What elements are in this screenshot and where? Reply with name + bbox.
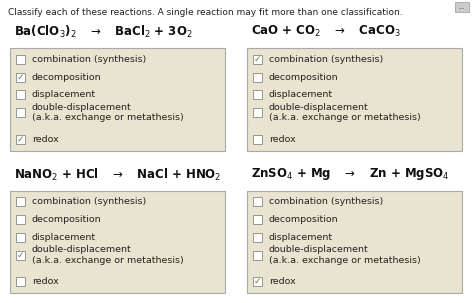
Text: ✓: ✓ xyxy=(254,277,261,286)
Text: double-displacement
(a.k.a. exchange or metathesis): double-displacement (a.k.a. exchange or … xyxy=(32,245,184,265)
Bar xyxy=(253,277,262,286)
Bar xyxy=(16,72,25,82)
Bar xyxy=(253,215,262,224)
Bar xyxy=(16,215,25,224)
Text: Classify each of these reactions. A single reaction may fit more than one classi: Classify each of these reactions. A sing… xyxy=(8,8,402,17)
Bar xyxy=(253,90,262,99)
Bar xyxy=(253,233,262,242)
Text: decomposition: decomposition xyxy=(32,215,101,224)
Text: double-displacement
(a.k.a. exchange or metathesis): double-displacement (a.k.a. exchange or … xyxy=(32,103,184,122)
Bar xyxy=(253,55,262,64)
Text: decomposition: decomposition xyxy=(32,72,101,82)
Bar xyxy=(16,55,25,64)
Text: ...: ... xyxy=(459,4,465,10)
Text: combination (synthesis): combination (synthesis) xyxy=(32,55,146,64)
Bar xyxy=(247,48,462,151)
Bar xyxy=(455,2,469,12)
Text: redox: redox xyxy=(32,135,59,144)
Bar xyxy=(16,135,25,144)
Bar xyxy=(16,90,25,99)
Bar xyxy=(10,48,225,151)
Text: redox: redox xyxy=(269,277,296,286)
Bar xyxy=(253,135,262,144)
Bar xyxy=(247,191,462,293)
Bar xyxy=(16,108,25,117)
Text: double-displacement
(a.k.a. exchange or metathesis): double-displacement (a.k.a. exchange or … xyxy=(269,245,421,265)
Text: combination (synthesis): combination (synthesis) xyxy=(32,197,146,206)
Bar xyxy=(16,251,25,259)
Text: ✓: ✓ xyxy=(17,72,24,82)
Text: ✓: ✓ xyxy=(17,135,24,144)
Bar xyxy=(10,191,225,293)
Text: NaNO$_2$ + HCl   $\rightarrow$   NaCl + HNO$_2$: NaNO$_2$ + HCl $\rightarrow$ NaCl + HNO$… xyxy=(14,167,221,183)
Text: redox: redox xyxy=(32,277,59,286)
Text: combination (synthesis): combination (synthesis) xyxy=(269,55,383,64)
Text: displacement: displacement xyxy=(269,90,333,99)
Bar xyxy=(253,72,262,82)
Bar xyxy=(16,197,25,206)
Text: ZnSO$_4$ + Mg   $\rightarrow$   Zn + MgSO$_4$: ZnSO$_4$ + Mg $\rightarrow$ Zn + MgSO$_4… xyxy=(251,167,449,182)
Bar xyxy=(253,197,262,206)
Text: double-displacement
(a.k.a. exchange or metathesis): double-displacement (a.k.a. exchange or … xyxy=(269,103,421,122)
Text: displacement: displacement xyxy=(32,90,96,99)
Text: redox: redox xyxy=(269,135,296,144)
Text: Ba(ClO$_3$)$_2$   $\rightarrow$   BaCl$_2$ + 3O$_2$: Ba(ClO$_3$)$_2$ $\rightarrow$ BaCl$_2$ +… xyxy=(14,24,192,40)
Bar xyxy=(253,251,262,259)
Text: ✓: ✓ xyxy=(254,55,261,64)
Text: CaO + CO$_2$   $\rightarrow$   CaCO$_3$: CaO + CO$_2$ $\rightarrow$ CaCO$_3$ xyxy=(251,24,401,39)
Text: displacement: displacement xyxy=(32,233,96,242)
Bar xyxy=(253,108,262,117)
Text: decomposition: decomposition xyxy=(269,72,338,82)
Text: displacement: displacement xyxy=(269,233,333,242)
Bar xyxy=(16,277,25,286)
Text: ✓: ✓ xyxy=(17,251,24,259)
Text: decomposition: decomposition xyxy=(269,215,338,224)
Text: combination (synthesis): combination (synthesis) xyxy=(269,197,383,206)
Bar xyxy=(16,233,25,242)
